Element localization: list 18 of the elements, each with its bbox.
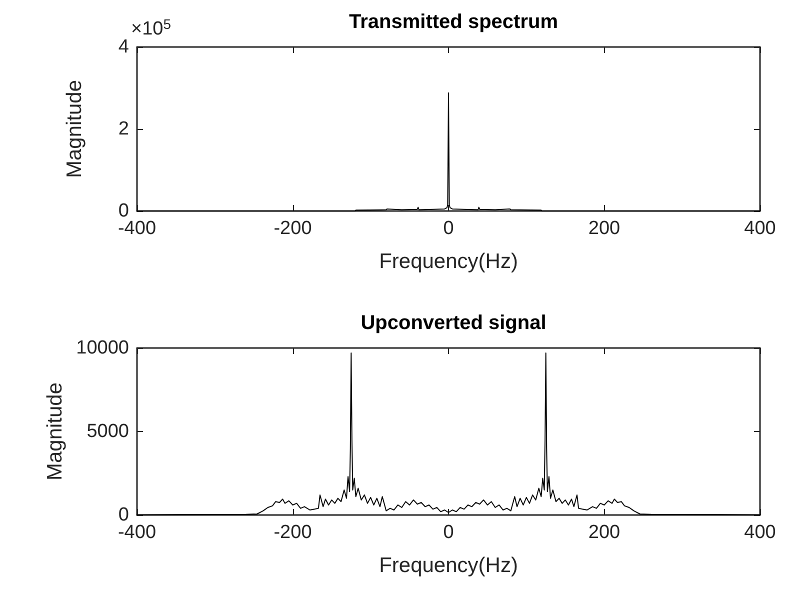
x-tick-label: 400 <box>744 522 776 543</box>
y-axis-title: Magnitude <box>43 382 66 481</box>
x-axis-title: Frequency(Hz) <box>379 554 518 577</box>
x-tick-label: 200 <box>588 218 620 239</box>
x-tick-label: 400 <box>744 218 776 239</box>
chart-title: Upconverted signal <box>360 312 546 334</box>
chart-title: Transmitted spectrum <box>349 11 558 33</box>
x-axis-title: Frequency(Hz) <box>379 250 518 273</box>
x-tick-label: 0 <box>443 522 454 543</box>
x-tick-label: -200 <box>274 522 312 543</box>
y-tick-label: 4 <box>118 36 130 58</box>
x-tick-label: 0 <box>443 218 454 239</box>
y-tick-label: 5000 <box>86 421 129 442</box>
y-tick-label: 10000 <box>76 338 129 358</box>
y-tick-label: 2 <box>118 118 129 140</box>
x-tick-label: -200 <box>274 218 312 239</box>
y-axis-title: Magnitude <box>63 80 86 178</box>
x-tick-label: 200 <box>588 522 620 543</box>
